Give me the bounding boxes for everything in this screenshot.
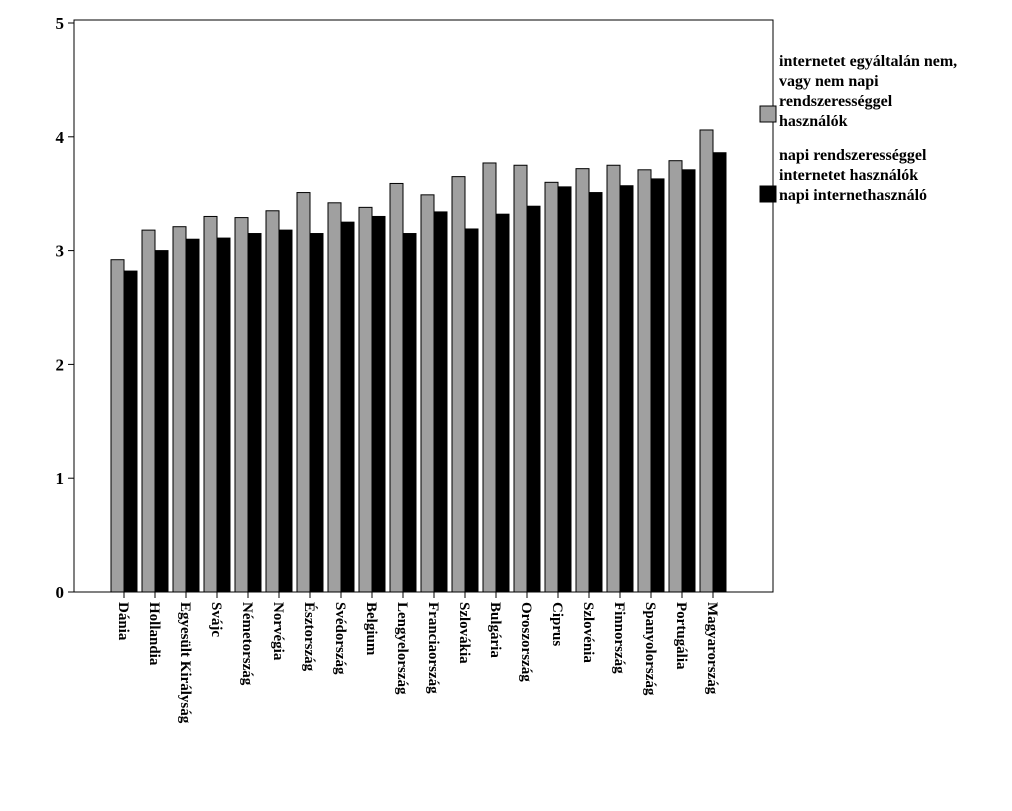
bar-series-1 xyxy=(575,168,590,593)
bar-series-1 xyxy=(203,215,218,593)
bar-series-2 xyxy=(216,237,231,593)
bar-series-2 xyxy=(619,185,634,593)
bar-series-1 xyxy=(482,162,497,593)
bar-series-2 xyxy=(154,250,169,593)
category-label: Oroszország xyxy=(518,602,534,682)
category-label: Franciaország xyxy=(425,602,441,694)
category-label: Hollandia xyxy=(146,602,162,666)
category-label: Norvégia xyxy=(270,602,286,661)
bar-series-1 xyxy=(668,160,683,593)
bar-series-2 xyxy=(278,229,293,593)
bar-series-1 xyxy=(110,259,125,593)
bar-series-2 xyxy=(371,215,386,593)
bar-series-1 xyxy=(544,181,559,593)
bar-series-2 xyxy=(185,238,200,593)
y-tick-label: 0 xyxy=(56,583,65,602)
bar-series-1 xyxy=(637,169,652,593)
bar-series-2 xyxy=(588,192,603,593)
bar-series-1 xyxy=(141,229,156,593)
bar-series-2 xyxy=(712,152,727,593)
bar-series-1 xyxy=(265,210,280,593)
legend-label-series-1: vagy nem napi xyxy=(779,73,879,90)
bar-series-2 xyxy=(495,213,510,593)
category-label: Észtország xyxy=(301,602,318,672)
bar-series-1 xyxy=(172,226,187,593)
bar-series-2 xyxy=(433,211,448,593)
bar-series-1 xyxy=(513,164,528,593)
legend-label-series-2: napi rendszerességgel xyxy=(779,147,927,164)
bar-series-2 xyxy=(681,169,696,593)
bar-series-1 xyxy=(606,164,621,593)
bar-series-2 xyxy=(650,178,665,593)
bar-series-1 xyxy=(327,202,342,593)
legend-label-series-2: internetet használók xyxy=(779,167,918,184)
category-label: Németország xyxy=(239,602,255,686)
legend-label-series-2: napi internethasználó xyxy=(779,187,927,204)
bar-series-2 xyxy=(557,186,572,593)
category-label: Lengyelország xyxy=(394,602,410,695)
category-label: Bulgária xyxy=(487,602,503,658)
bar-series-2 xyxy=(526,205,541,593)
bar-series-1 xyxy=(296,192,311,593)
category-label: Magyarország xyxy=(704,602,720,695)
legend-swatch-series-2 xyxy=(759,185,777,203)
plot-frame xyxy=(73,19,774,593)
legend-label-series-1: használók xyxy=(779,113,848,130)
y-tick-label: 4 xyxy=(56,128,65,147)
category-label: Dánia xyxy=(115,602,131,641)
bar-series-2 xyxy=(340,221,355,593)
legend-label-series-1: rendszerességgel xyxy=(779,93,893,110)
category-label: Svédország xyxy=(332,602,348,675)
bar-series-1 xyxy=(234,217,249,593)
bar-series-1 xyxy=(451,176,466,593)
bar-series-2 xyxy=(464,228,479,593)
category-label: Belgium xyxy=(363,602,379,656)
category-label: Szlovákia xyxy=(456,602,472,664)
category-label: Spanyolország xyxy=(642,602,658,696)
bar-series-1 xyxy=(420,194,435,593)
bar-series-2 xyxy=(309,233,324,593)
bar-series-2 xyxy=(402,233,417,593)
bar-series-2 xyxy=(247,233,262,593)
category-label: Finnország xyxy=(611,602,627,674)
category-label: Ciprus xyxy=(549,602,565,646)
category-label: Svájc xyxy=(208,602,224,637)
category-label: Portugália xyxy=(673,602,689,670)
category-label: Egyesült Királyság xyxy=(177,602,193,724)
legend-label-series-1: internetet egyáltalán nem, xyxy=(779,53,957,70)
category-label: Szlovénia xyxy=(580,602,596,663)
legend-swatch-series-1 xyxy=(759,105,777,123)
bar-series-1 xyxy=(358,206,373,593)
y-tick-label: 5 xyxy=(56,14,65,33)
y-tick-label: 3 xyxy=(56,242,65,261)
y-tick-label: 1 xyxy=(56,469,65,488)
bar-series-1 xyxy=(389,182,404,593)
bar-series-2 xyxy=(123,270,138,593)
bar-series-1 xyxy=(699,129,714,593)
y-tick-label: 2 xyxy=(56,355,65,374)
